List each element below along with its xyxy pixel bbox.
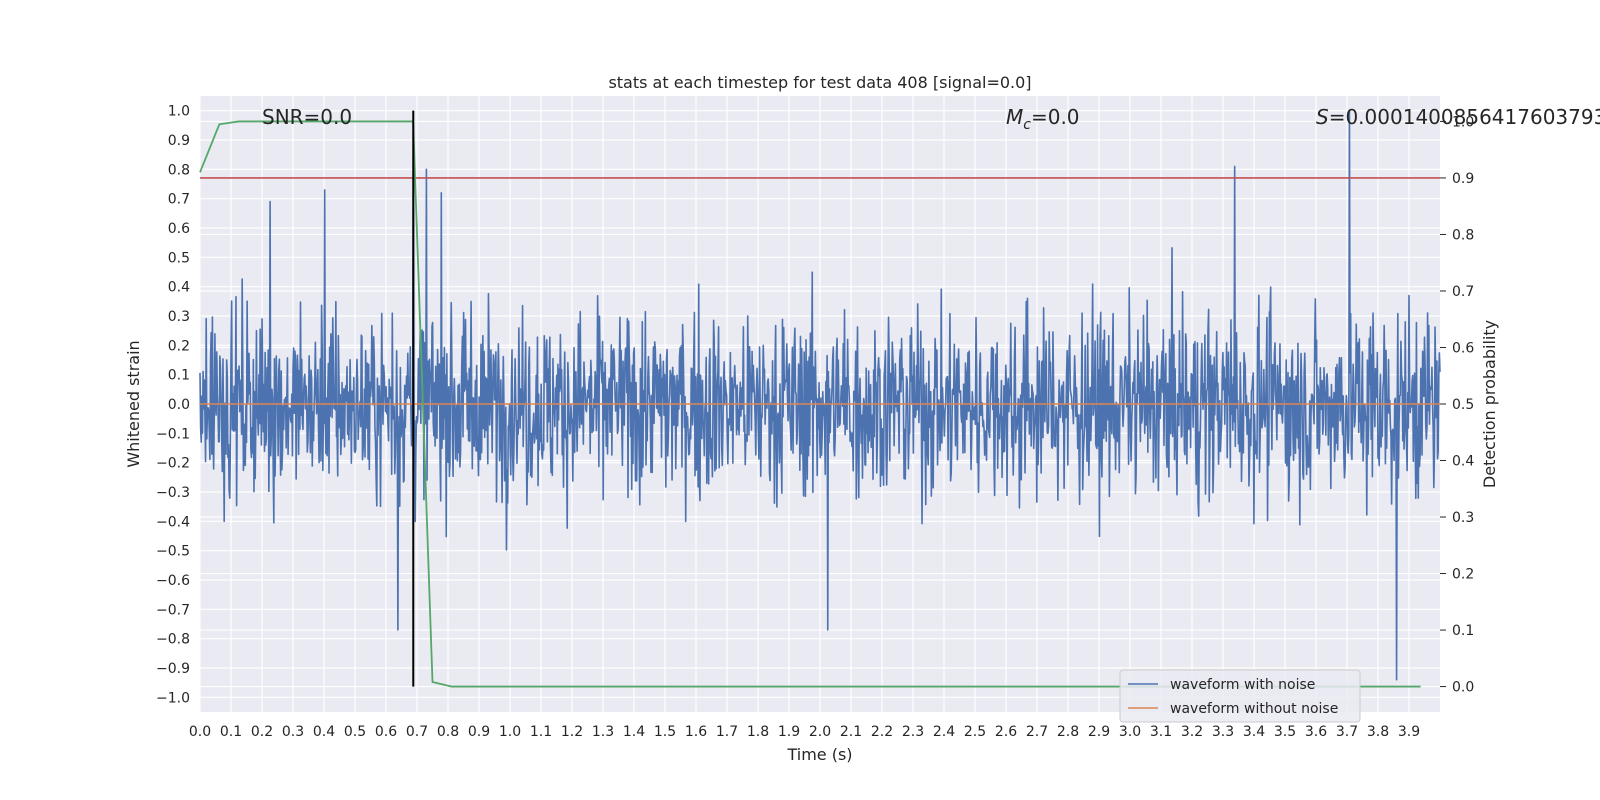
x-tick-label: 3.0 xyxy=(1119,724,1141,740)
x-tick-label: 0.5 xyxy=(344,724,366,740)
y2-tick-label: 0.1 xyxy=(1452,623,1474,639)
y-tick-label: 0.4 xyxy=(168,280,190,296)
snr-annotation: SNR=0.0 xyxy=(262,105,352,129)
x-tick-label: 3.3 xyxy=(1212,724,1234,740)
x-tick-label: 3.5 xyxy=(1274,724,1296,740)
y-tick-label: 0.9 xyxy=(168,133,190,149)
y2-tick-label: 0.4 xyxy=(1452,454,1474,470)
legend-label: waveform with noise xyxy=(1170,677,1315,693)
y-tick-label: −1.0 xyxy=(156,690,190,706)
x-tick-label: 0.6 xyxy=(375,724,397,740)
y-tick-label: 0.5 xyxy=(168,250,190,266)
x-tick-label: 2.0 xyxy=(809,724,831,740)
x-tick-label: 0.0 xyxy=(189,724,211,740)
y2-tick-label: 0.5 xyxy=(1452,397,1474,413)
x-tick-label: 0.8 xyxy=(437,724,459,740)
y2-tick-label: 0.9 xyxy=(1452,171,1474,187)
s-value: =0.00014008564176037931 xyxy=(1329,105,1600,129)
x-tick-label: 1.6 xyxy=(685,724,707,740)
y2-tick-label: 0.2 xyxy=(1452,567,1474,583)
x-tick-label: 1.1 xyxy=(530,724,552,740)
x-tick-label: 2.4 xyxy=(933,724,955,740)
y-tick-label: 0.3 xyxy=(168,309,190,325)
x-tick-label: 3.8 xyxy=(1367,724,1389,740)
x-axis-label: Time (s) xyxy=(786,745,852,764)
x-tick-label: 2.7 xyxy=(1026,724,1048,740)
y-tick-label: 0.0 xyxy=(168,397,190,413)
series-waveform-with-noise xyxy=(199,109,1441,681)
x-tick-label: 2.2 xyxy=(871,724,893,740)
x-tick-label: 0.7 xyxy=(406,724,428,740)
x-tick-label: 1.4 xyxy=(623,724,645,740)
x-tick-label: 0.1 xyxy=(220,724,242,740)
legend-box xyxy=(1119,669,1361,723)
y-tick-label: −0.5 xyxy=(156,544,190,560)
x-tick-label: 3.6 xyxy=(1305,724,1327,740)
mc-value: =0.0 xyxy=(1031,105,1080,129)
x-tick-label: 2.8 xyxy=(1057,724,1079,740)
legend-label: waveform without noise xyxy=(1170,701,1338,717)
data-layer xyxy=(199,109,1441,688)
y-tick-label: −0.1 xyxy=(156,426,190,442)
y-tick-label: −0.9 xyxy=(156,661,190,677)
x-tick-label: 1.5 xyxy=(654,724,676,740)
series-detection-probability xyxy=(199,120,1421,688)
y2-tick-label: 0.3 xyxy=(1452,510,1474,526)
s-annotation: S=0.00014008564176037931 xyxy=(1316,105,1600,129)
y-tick-label: 0.7 xyxy=(168,192,190,208)
x-tick-label: 2.1 xyxy=(840,724,862,740)
s-symbol: S xyxy=(1316,105,1329,129)
y2-tick-label: 0.0 xyxy=(1452,680,1474,696)
x-tick-label: 0.2 xyxy=(251,724,273,740)
y-tick-label: −0.3 xyxy=(156,485,190,501)
y2-tick-label: 0.7 xyxy=(1452,284,1474,300)
y-tick-label: −0.6 xyxy=(156,573,190,589)
y-tick-label: 0.2 xyxy=(168,338,190,354)
y-tick-label: 0.8 xyxy=(168,162,190,178)
x-tick-label: 1.0 xyxy=(499,724,521,740)
y-tick-label: −0.4 xyxy=(156,514,190,530)
x-tick-label: 2.9 xyxy=(1088,724,1110,740)
x-tick-label: 3.4 xyxy=(1243,724,1265,740)
x-tick-label: 1.9 xyxy=(778,724,800,740)
y2-tick-label: 1.0 xyxy=(1452,114,1474,130)
x-tick-label: 3.9 xyxy=(1398,724,1420,740)
x-tick-label: 3.2 xyxy=(1181,724,1203,740)
y-axis-label: Whitened strain xyxy=(124,340,143,467)
x-tick-label: 0.3 xyxy=(282,724,304,740)
chart-title: stats at each timestep for test data 408… xyxy=(608,73,1031,92)
y2-axis-label: Detection probability xyxy=(1480,320,1499,488)
x-tick-label: 0.9 xyxy=(468,724,490,740)
y2-tick-label: 0.8 xyxy=(1452,227,1474,243)
x-tick-label: 2.5 xyxy=(964,724,986,740)
x-tick-label: 1.7 xyxy=(716,724,738,740)
x-tick-label: 2.6 xyxy=(995,724,1017,740)
legend: waveform with noise waveform without nois… xyxy=(1119,669,1361,723)
y-tick-label: −0.7 xyxy=(156,602,190,618)
x-tick-label: 3.1 xyxy=(1150,724,1172,740)
x-tick-label: 2.3 xyxy=(902,724,924,740)
x-tick-label: 0.4 xyxy=(313,724,335,740)
y-tick-label: 1.0 xyxy=(168,104,190,120)
x-tick-label: 1.3 xyxy=(592,724,614,740)
y-tick-label: 0.6 xyxy=(168,221,190,237)
x-tick-label: 1.8 xyxy=(747,724,769,740)
y-tick-label: −0.8 xyxy=(156,632,190,648)
mc-annotation: Mc=0.0 xyxy=(1006,105,1080,133)
x-tick-label: 3.7 xyxy=(1336,724,1358,740)
y2-tick-label: 0.6 xyxy=(1452,340,1474,356)
y-tick-label: −0.2 xyxy=(156,456,190,472)
x-tick-label: 1.2 xyxy=(561,724,583,740)
y-tick-label: 0.1 xyxy=(168,368,190,384)
axes: 0.0 0.1 0.2 0.3 0.4 0.5 0.6 0.7 0.8 0.9 1.0 1.1 1.2 1… xyxy=(156,104,1474,740)
mc-subscript: c xyxy=(1023,117,1031,133)
mc-symbol: M xyxy=(1006,105,1023,129)
